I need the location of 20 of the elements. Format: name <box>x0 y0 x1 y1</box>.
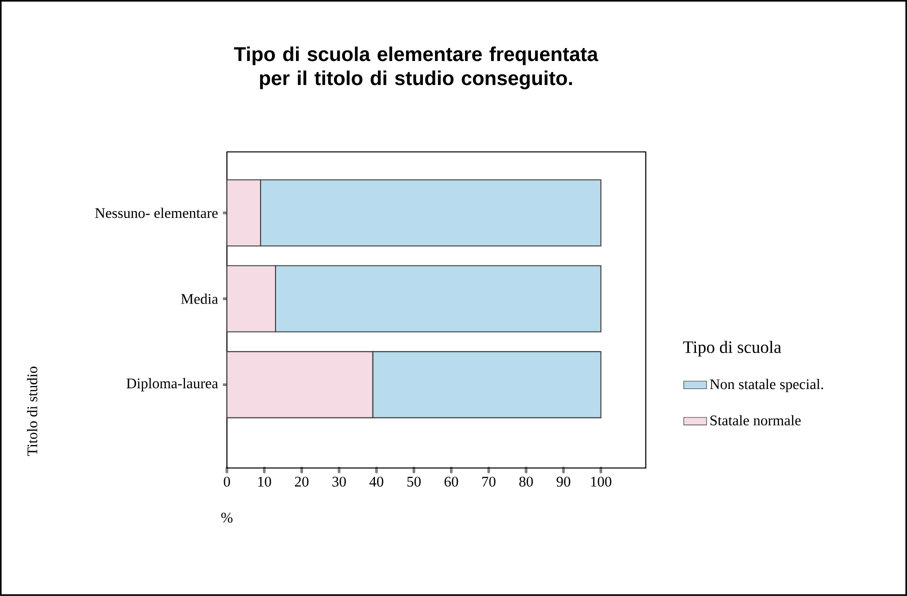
text: % <box>221 512 233 523</box>
x-tick-label: 100 <box>591 476 612 487</box>
x-tick-label: 20 <box>295 476 308 487</box>
legend-label: Non statale special. <box>710 378 824 392</box>
x-tick-label: 60 <box>444 476 458 487</box>
y-tick-label: Media <box>181 294 218 304</box>
x-tick-label: 40 <box>369 476 384 487</box>
x-tick-label: 10 <box>258 476 272 487</box>
x-tick-label: 50 <box>407 476 421 487</box>
legend-title: Tipo di scuola <box>683 340 782 357</box>
y-axis-title: Titolo di studio <box>26 366 38 456</box>
x-tick-label: 90 <box>556 476 570 487</box>
x-tick-label: 30 <box>332 476 346 487</box>
legend-label: Statale normale <box>710 415 801 426</box>
x-tick-label: 80 <box>519 476 533 487</box>
chart-title: Tipo di scuola elementare frequentata per il titolo di studio conseguito. <box>234 46 598 90</box>
x-tick-label: 70 <box>482 476 496 487</box>
x-tick-label: 0 <box>224 476 230 487</box>
y-tick-label: Diploma-laurea <box>126 378 218 392</box>
y-tick-label: Nessuno- elementare <box>95 208 218 218</box>
